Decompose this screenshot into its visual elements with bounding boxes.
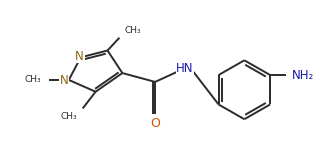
Text: O: O [150,117,160,130]
Text: CH₃: CH₃ [25,75,41,84]
Text: CH₃: CH₃ [60,112,77,121]
Text: HN: HN [176,62,194,75]
Text: CH₃: CH₃ [124,26,141,35]
Text: NH₂: NH₂ [292,69,314,82]
Text: N: N [59,74,68,87]
Text: N: N [75,50,84,63]
